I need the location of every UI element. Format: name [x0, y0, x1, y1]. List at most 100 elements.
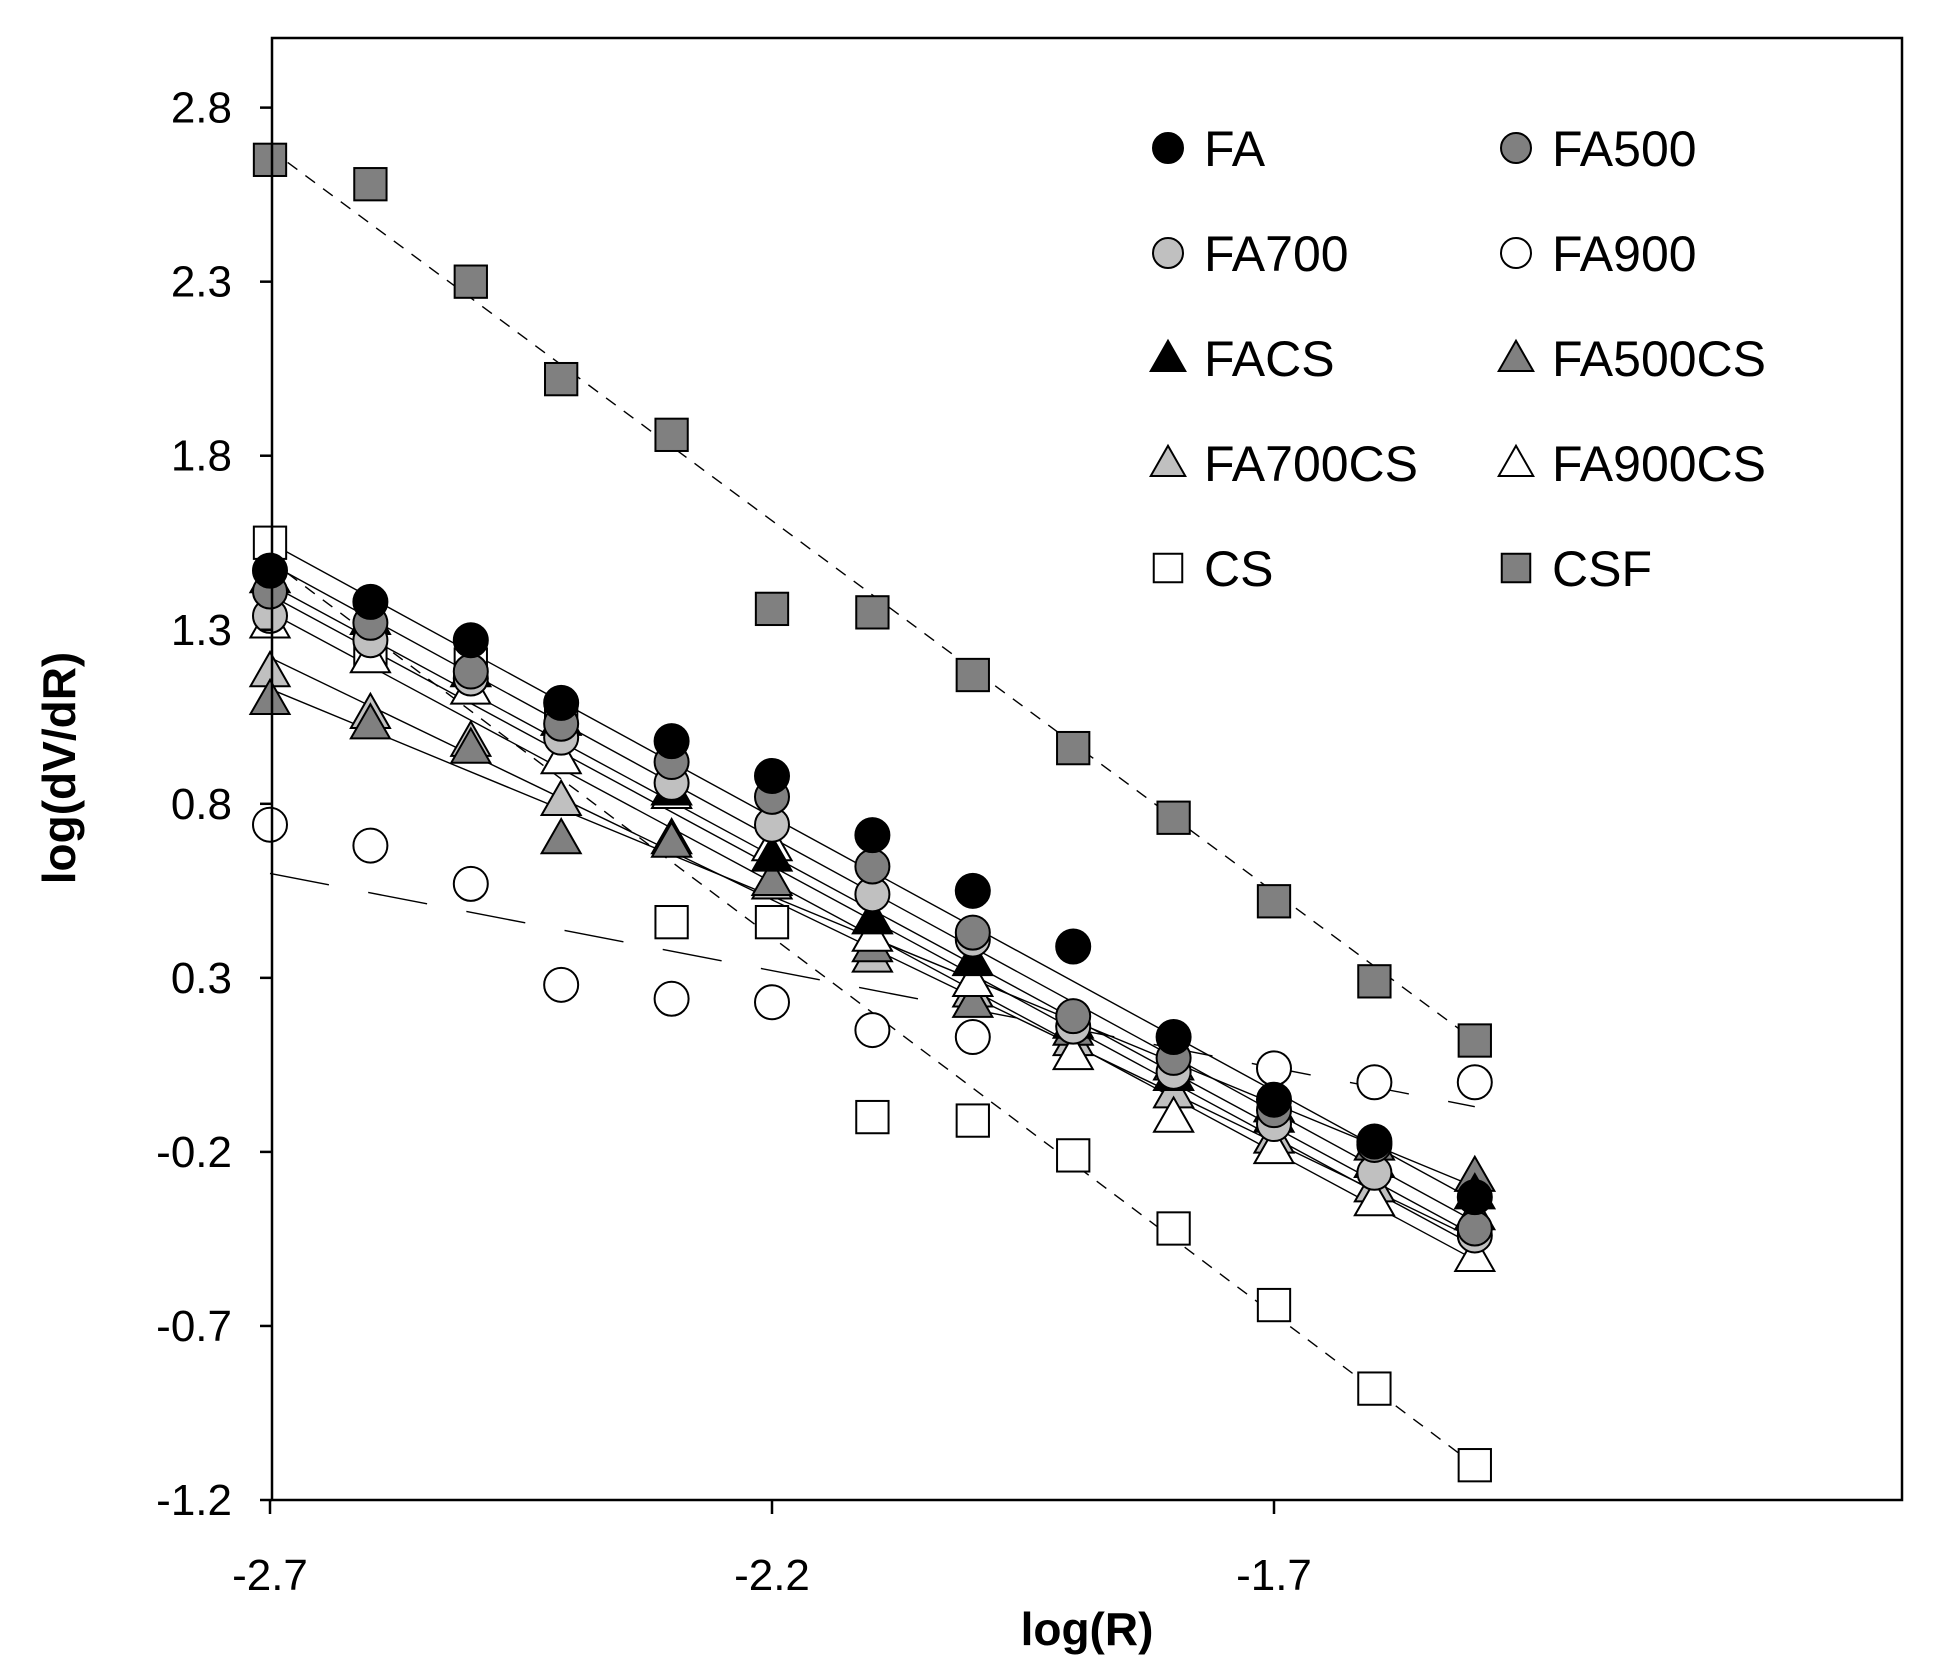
point-fa500cs	[951, 980, 995, 1018]
x-axis: -2.7 -2.2 -1.7	[232, 1500, 1312, 1600]
legend-marker	[1500, 552, 1532, 584]
y-tick-label: -0.2	[156, 1128, 232, 1177]
legend-label: FA700CS	[1204, 436, 1418, 492]
point-fa500	[1456, 1210, 1493, 1247]
point-csf	[544, 361, 579, 397]
point-fa500cs	[248, 677, 292, 716]
point-cs	[1457, 1448, 1492, 1483]
point-fa900cs	[1051, 1032, 1095, 1071]
point-fa500	[1055, 998, 1092, 1035]
point-csf	[453, 264, 488, 299]
point-fa	[1155, 1019, 1192, 1056]
y-tick-label: 2.8	[171, 84, 232, 133]
point-cs	[955, 1103, 990, 1138]
x-axis-title: log(R)	[1021, 1603, 1154, 1655]
y-tick-label: -0.7	[156, 1302, 232, 1351]
legend-marker	[1152, 132, 1184, 164]
point-cs	[855, 1099, 890, 1135]
legend-label: FA500CS	[1552, 331, 1766, 387]
series-fa900	[252, 806, 1493, 1101]
point-fa	[854, 817, 891, 854]
y-tick-label: 0.8	[171, 780, 232, 829]
point-fa900cs	[539, 736, 583, 775]
point-csf	[754, 591, 790, 627]
series-csf	[252, 142, 1492, 1058]
point-fa	[653, 723, 690, 760]
point-fa900	[352, 827, 389, 864]
legend-item-fa900cs: FA900CS	[1497, 436, 1766, 492]
point-fa	[352, 583, 389, 620]
legend-label: FACS	[1204, 331, 1335, 387]
legend-label: FA900CS	[1552, 436, 1766, 492]
point-facs	[951, 938, 995, 977]
x-tick-label: -1.7	[1236, 1551, 1312, 1600]
point-fa	[954, 872, 991, 909]
point-csf	[1156, 800, 1191, 835]
point-cs	[754, 905, 790, 940]
legend-marker	[1497, 338, 1535, 372]
legend-marker	[1152, 237, 1184, 269]
point-cs	[1357, 1371, 1392, 1406]
series-fa500	[252, 573, 1493, 1247]
legend-item-facs: FACS	[1149, 331, 1335, 387]
legend-item-fa500cs: FA500CS	[1497, 331, 1766, 387]
point-fa	[1356, 1123, 1393, 1160]
point-fa	[754, 757, 790, 794]
legend-label: FA500	[1552, 121, 1697, 177]
legend-item-fa500: FA500	[1500, 121, 1697, 177]
point-fa500cs	[650, 820, 693, 858]
point-cs	[1256, 1287, 1292, 1323]
legend-label: FA	[1204, 121, 1266, 177]
point-csf	[855, 595, 890, 630]
point-cs	[654, 905, 689, 940]
point-fa900	[954, 1019, 991, 1056]
point-fa500	[854, 848, 891, 885]
point-fa	[252, 552, 288, 589]
point-fa	[1256, 1081, 1292, 1118]
point-facs	[750, 834, 794, 872]
legend-item-fa900: FA900	[1500, 226, 1697, 282]
point-fa900	[754, 984, 790, 1021]
point-fa900cs	[1453, 1234, 1497, 1272]
point-csf	[654, 417, 689, 452]
plot-frame	[270, 36, 1904, 1502]
point-fa900	[1456, 1064, 1493, 1101]
point-csf	[353, 167, 388, 202]
point-fa900cs	[1353, 1179, 1396, 1217]
legend-item-csf: CSF	[1500, 541, 1652, 597]
series-fa	[252, 552, 1493, 1216]
point-fa900cs	[1152, 1095, 1195, 1133]
point-csf	[1256, 884, 1292, 919]
y-tick-label: 1.3	[171, 606, 232, 655]
point-fa900	[452, 865, 489, 902]
x-tick-label: -2.2	[734, 1551, 810, 1600]
point-fa500cs	[539, 817, 583, 855]
legend-item-fa700: FA700	[1152, 226, 1349, 282]
series-cs	[252, 525, 1492, 1483]
y-tick-label: 0.3	[171, 954, 232, 1003]
legend-label: FA900	[1552, 226, 1697, 282]
data-points	[248, 142, 1497, 1483]
point-fa900cs	[1252, 1126, 1296, 1165]
point-fa700cs	[539, 778, 583, 816]
legend-item-fa700cs: FA700CS	[1149, 436, 1418, 492]
point-fa	[543, 684, 580, 721]
y-tick-label: -1.2	[156, 1476, 232, 1525]
point-cs	[1056, 1138, 1091, 1173]
legend-marker	[1500, 132, 1532, 164]
point-fa900	[1256, 1050, 1292, 1087]
point-fa900cs	[951, 959, 995, 998]
legend-marker	[1149, 443, 1187, 477]
point-facs	[851, 897, 894, 935]
legend-item-cs: CS	[1152, 541, 1273, 597]
point-fa	[1456, 1179, 1493, 1216]
point-fa900	[252, 806, 288, 843]
point-fa900	[1356, 1064, 1393, 1101]
point-csf	[955, 657, 990, 693]
legend-label: CS	[1204, 541, 1273, 597]
point-csf	[1357, 964, 1392, 999]
legend-marker	[1500, 237, 1532, 269]
legend-label: FA700	[1204, 226, 1349, 282]
point-fa900	[854, 1012, 891, 1049]
